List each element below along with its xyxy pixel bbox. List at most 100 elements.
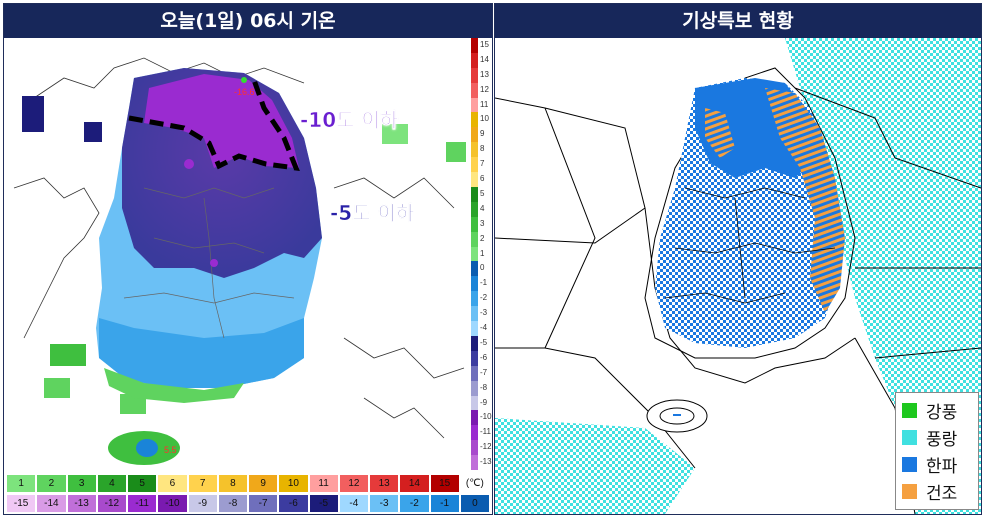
scale-tick-label: 0 (480, 263, 485, 273)
scale-tick-label: -9 (480, 397, 488, 407)
legend-cell: 8 (217, 474, 248, 493)
scale-bar (471, 142, 478, 158)
scale-tick-label: 6 (480, 174, 485, 184)
legend-cell: -14 (36, 494, 67, 513)
scale-tick-label: 3 (480, 218, 485, 228)
scale-tick-label: -13 (480, 457, 492, 467)
legend-cell: 11 (308, 474, 339, 493)
temperature-map-panel: 오늘(1일) 06시 기온 -16.6 (3, 3, 493, 515)
legend-label: 건조 (926, 483, 958, 504)
legend-row-positive: 1 2 3 4 5 6 7 8 9 10 11 12 13 14 15 (℃) (6, 474, 490, 493)
weather-warning-panel: 기상특보 현황 (494, 3, 982, 515)
scale-tick-label: 4 (480, 203, 485, 213)
scale-bar (471, 67, 478, 83)
scale-bar (471, 82, 478, 98)
legend-cell: -4 (338, 494, 369, 513)
temperature-map-title: 오늘(1일) 06시 기온 (4, 4, 492, 38)
scale-bar (471, 321, 478, 336)
legend-cell: -12 (96, 494, 127, 513)
legend-cell: -3 (369, 494, 400, 513)
legend-swatch (902, 429, 917, 445)
legend-cell: -10 (157, 494, 188, 513)
weather-warning-title: 기상특보 현황 (495, 4, 981, 38)
scale-tick-label: -12 (480, 442, 492, 452)
station-block (120, 394, 146, 414)
scale-bar (471, 246, 478, 262)
legend-cell: 5 (127, 474, 158, 493)
temperature-map: -16.6 5.5 (13, 57, 466, 465)
scale-tick-label: 14 (480, 54, 489, 64)
scale-bar (471, 97, 478, 113)
sea-warning-area (495, 418, 695, 514)
scale-tick-label: 8 (480, 144, 485, 154)
legend-cell: 2 (36, 474, 67, 493)
scale-bar (471, 157, 478, 173)
legend-cell: -11 (127, 494, 158, 513)
scale-tick-label: -6 (480, 352, 488, 362)
legend-label: 풍랑 (926, 429, 958, 450)
scale-tick-label: 11 (480, 99, 489, 109)
scale-tick-label: -2 (480, 293, 488, 303)
scale-bar (471, 172, 478, 187)
legend-cell: -9 (187, 494, 218, 513)
station-block (446, 142, 466, 162)
legend-swatch (902, 456, 917, 472)
scale-bar (471, 291, 478, 307)
jeju-label: 5.5 (164, 445, 177, 455)
legend-cell: 10 (278, 474, 309, 493)
legend-cell: 4 (96, 474, 127, 493)
scale-bar (471, 410, 478, 426)
temperature-legend: 1 2 3 4 5 6 7 8 9 10 11 12 13 14 15 (℃) -15 -14 -13 -12 -11… (4, 470, 492, 514)
scale-bar (471, 335, 478, 351)
legend-swatch (902, 402, 917, 418)
warning-legend-item: 한파 (902, 453, 958, 477)
coldest-point-label: -16.6 (234, 87, 255, 97)
legend-cell: 9 (248, 474, 279, 493)
station-block (22, 96, 44, 132)
scale-tick-label: -10 (480, 412, 492, 422)
scale-bar (471, 112, 478, 128)
scale-tick-label: 12 (480, 84, 489, 94)
scale-tick-label: -7 (480, 367, 488, 377)
scale-bar (471, 440, 478, 456)
warning-legend-item: 강풍 (902, 399, 957, 423)
scale-tick-label: 13 (480, 69, 489, 79)
legend-cell: -5 (308, 494, 339, 513)
legend-cell: 12 (338, 474, 369, 493)
legend-swatch (902, 483, 917, 499)
legend-label: 한파 (926, 456, 958, 477)
scale-tick-label: -11 (480, 427, 491, 437)
legend-cell: 13 (369, 474, 400, 493)
scale-tick-label: 7 (480, 159, 485, 169)
scale-bar (471, 127, 478, 143)
station-block (382, 124, 408, 144)
scale-tick-label: -4 (480, 323, 488, 333)
warning-legend-item: 건조 (902, 480, 958, 504)
scale-tick-label: -5 (480, 337, 488, 347)
scale-bar (471, 365, 478, 381)
scale-bar (471, 231, 478, 247)
scale-tick-label: -1 (480, 278, 488, 288)
legend-cell: 7 (187, 474, 218, 493)
coldest-point (241, 77, 247, 83)
legend-cell: 3 (66, 474, 97, 493)
legend-cell: -15 (6, 494, 37, 513)
scale-bar (471, 350, 478, 366)
legend-cell: 6 (157, 474, 188, 493)
legend-cell: -6 (278, 494, 309, 513)
scale-tick-label: 10 (480, 114, 489, 124)
scale-tick-label: 2 (480, 233, 485, 243)
vertical-color-scale: 15 14 13 12 11 10 9 8 7 6 5 4 3 2 1 0 -1 -2 -3 -4 -5 -6 -7 -8 -9… (470, 38, 492, 470)
legend-cell: 15 (429, 474, 460, 493)
scale-bar (471, 216, 478, 232)
scale-bar (471, 425, 478, 441)
scale-tick-label: 5 (480, 188, 485, 198)
dry-warning-area (765, 88, 845, 313)
minus5-annotation: -5도 이하 (330, 201, 415, 226)
station-block (50, 344, 86, 366)
station-block (44, 378, 70, 398)
legend-cell: -1 (429, 494, 460, 513)
legend-cell: -8 (217, 494, 248, 513)
warning-legend-item: 풍랑 (902, 426, 958, 450)
